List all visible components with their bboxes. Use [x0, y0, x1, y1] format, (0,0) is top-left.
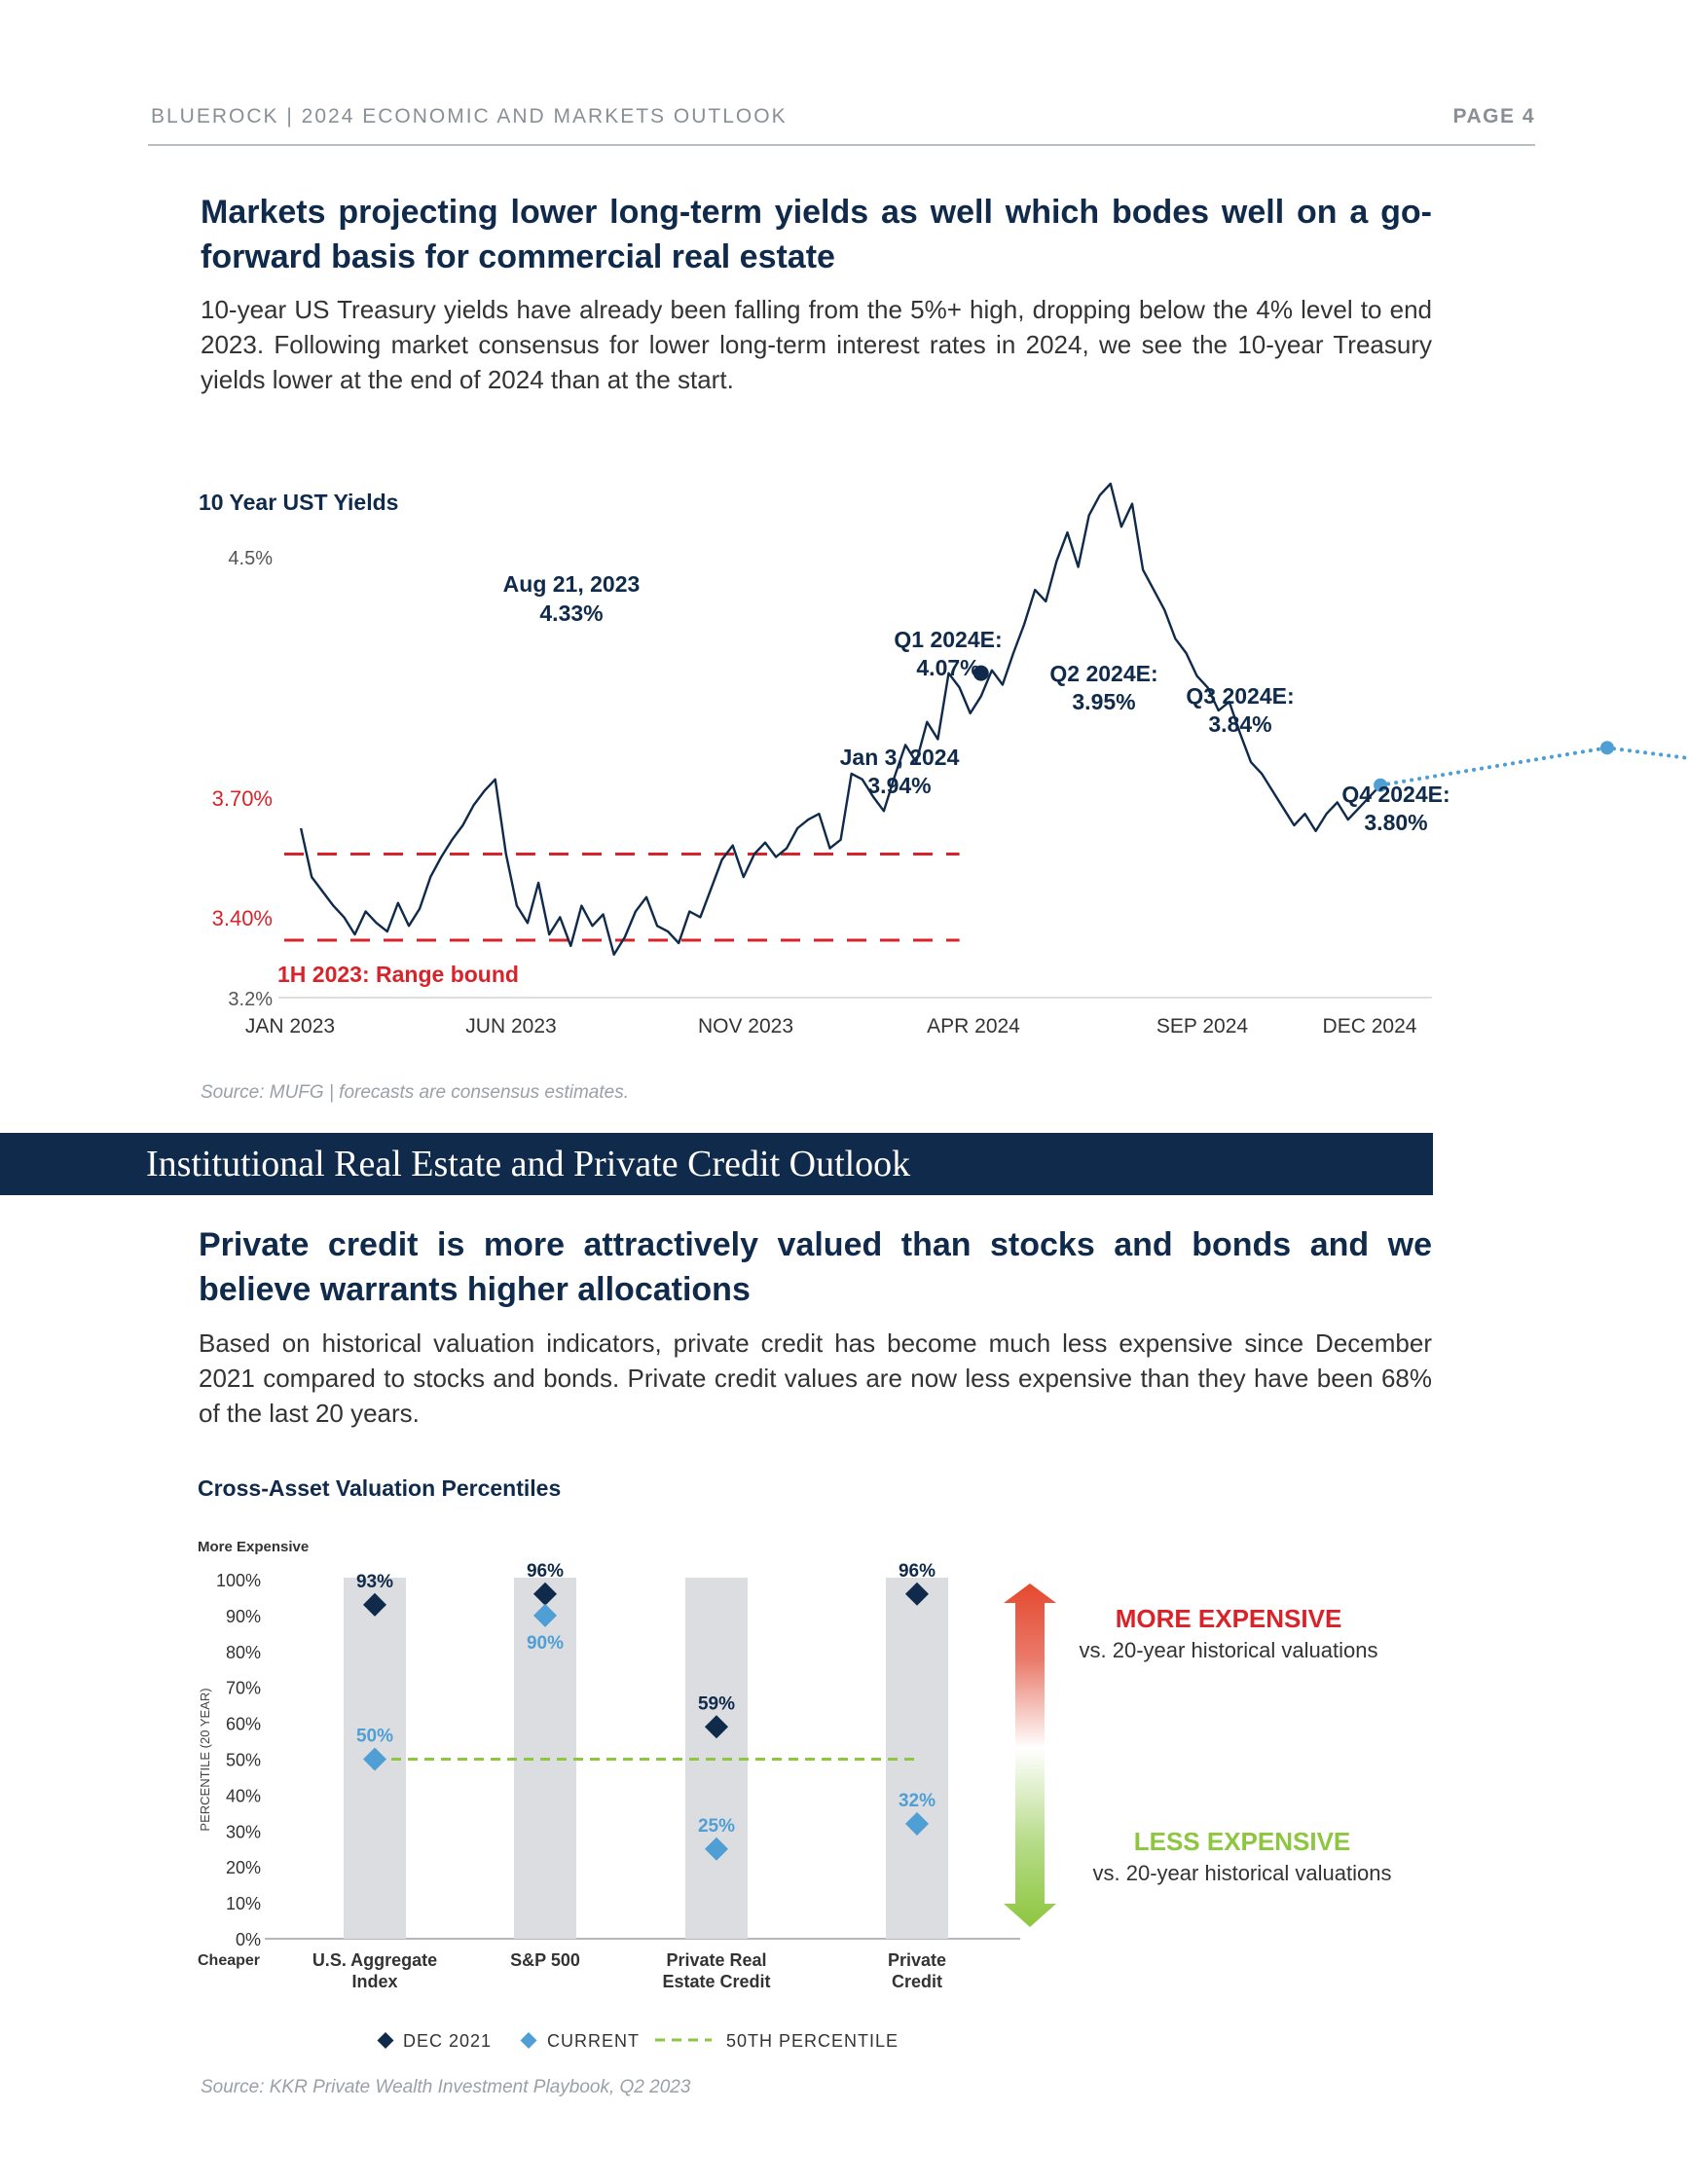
- y-tick-label: 100%: [216, 1571, 261, 1590]
- dec-2021-marker: [532, 1582, 558, 1606]
- section-heading-private-credit: Private credit is more attractively valu…: [199, 1226, 1432, 1308]
- category-label: U.S. Aggregate: [312, 1950, 437, 1970]
- current-value-label: 90%: [527, 1633, 564, 1654]
- y-tick-label: 50%: [226, 1751, 261, 1770]
- top-label: More Expensive: [198, 1539, 309, 1555]
- bottom-label: Cheaper: [198, 1952, 260, 1969]
- current-marker: [904, 1811, 930, 1836]
- x-tick-label: NOV 2023: [698, 1015, 793, 1037]
- y-tick-label: 3.70%: [212, 786, 273, 811]
- y-tick-label: 10%: [226, 1894, 261, 1913]
- category-label: Estate Credit: [662, 1972, 770, 1991]
- forecast-label-q1: Q1 2024E:: [894, 627, 1002, 652]
- category-label: Index: [351, 1972, 397, 1991]
- x-tick-label: JUN 2023: [465, 1015, 556, 1037]
- forecast-label-q3: Q3 2024E:: [1186, 683, 1294, 709]
- y-tick-label: 60%: [226, 1715, 261, 1734]
- annotation-point-aug-2023: [972, 665, 989, 681]
- dec-2021-value-label: 96%: [527, 1561, 564, 1582]
- dec-2021-marker: [362, 1592, 387, 1617]
- x-tick-label: SEP 2024: [1156, 1015, 1249, 1037]
- category-label: S&P 500: [510, 1950, 580, 1970]
- section-body-yields: 10-year US Treasury yields have already …: [201, 295, 1432, 394]
- header-divider: [148, 144, 1535, 146]
- current-marker: [704, 1837, 729, 1861]
- annotation-label: Aug 21, 2023: [503, 571, 641, 597]
- y-tick-label: 3.40%: [212, 906, 273, 930]
- section-banner-title: Institutional Real Estate and Private Cr…: [146, 1144, 911, 1184]
- y-axis-label: PERCENTILE (20 YEAR): [198, 1688, 212, 1831]
- legend-dec-2021: DEC 2021: [403, 2031, 492, 2051]
- category-label: Private: [888, 1950, 946, 1970]
- x-tick-label: APR 2024: [927, 1015, 1020, 1037]
- y-tick-label: 4.5%: [228, 548, 273, 569]
- chart-source-note: Source: MUFG | forecasts are consensus e…: [201, 1082, 629, 1103]
- current-value-label: 50%: [356, 1727, 393, 1747]
- less-expensive-sub: vs. 20-year historical valuations: [1093, 1861, 1392, 1885]
- forecast-label-q2: Q2 2024E:: [1049, 661, 1157, 686]
- valuation-scale-arrow: [1004, 1583, 1056, 1927]
- page-number: PAGE 4: [1452, 105, 1535, 127]
- actual-yield-line: [299, 482, 1381, 956]
- category-label: Credit: [892, 1972, 942, 1991]
- forecast-value-jan: 3.94%: [867, 773, 931, 798]
- range-band-label: 1H 2023: Range bound: [277, 962, 519, 987]
- dec-2021-value-label: 59%: [698, 1693, 735, 1714]
- forecast-label-jan: Jan 3, 2024: [840, 745, 960, 770]
- x-tick-label: JAN 2023: [245, 1015, 335, 1037]
- annotation-value: 4.33%: [539, 601, 603, 626]
- current-value-label: 32%: [899, 1791, 936, 1811]
- dec-2021-marker: [904, 1582, 930, 1606]
- current-marker: [532, 1603, 558, 1627]
- valuation-percentile-chart: Cross-Asset Valuation Percentiles More E…: [198, 1475, 1392, 2051]
- y-tick-label: 20%: [226, 1858, 261, 1877]
- dec-2021-value-label: 96%: [899, 1561, 936, 1582]
- less-expensive-title: LESS EXPENSIVE: [1134, 1827, 1351, 1856]
- forecast-value-q4: 3.80%: [1364, 810, 1427, 835]
- legend-50th-percentile: 50TH PERCENTILE: [726, 2031, 899, 2051]
- forecast-point: [1374, 778, 1388, 792]
- current-marker: [362, 1747, 387, 1771]
- document-header-title: BLUEROCK | 2024 ECONOMIC AND MARKETS OUT…: [151, 105, 788, 127]
- chart-title: Cross-Asset Valuation Percentiles: [198, 1475, 561, 1501]
- chart-source-note: Source: KKR Private Wealth Investment Pl…: [201, 2077, 691, 2097]
- y-tick-label: 0%: [236, 1930, 261, 1949]
- forecast-value-q1: 4.07%: [916, 655, 979, 680]
- x-tick-label: DEC 2024: [1323, 1015, 1417, 1037]
- y-tick-label: 90%: [226, 1607, 261, 1626]
- forecast-value-q2: 3.95%: [1072, 689, 1135, 714]
- chart-title: 10 Year UST Yields: [199, 490, 398, 515]
- dec-2021-marker: [704, 1715, 729, 1739]
- y-tick-label: 70%: [226, 1679, 261, 1698]
- more-expensive-title: MORE EXPENSIVE: [1116, 1604, 1342, 1633]
- category-label: Private Real: [666, 1950, 766, 1970]
- more-expensive-sub: vs. 20-year historical valuations: [1080, 1638, 1378, 1662]
- yield-line-chart: 10 Year UST Yields 4.5% 3.70% 3.40% 3.2%…: [199, 482, 1688, 1037]
- section-body-private-credit: Based on historical valuation indicators…: [199, 1329, 1432, 1428]
- section-banner: [0, 1133, 1433, 1195]
- y-tick-label: 3.2%: [228, 989, 273, 1010]
- y-tick-label: 30%: [226, 1822, 261, 1841]
- y-tick-label: 40%: [226, 1786, 261, 1805]
- legend-current: CURRENT: [547, 2031, 640, 2051]
- y-tick-label: 80%: [226, 1643, 261, 1662]
- current-value-label: 25%: [698, 1816, 735, 1837]
- section-heading-yields: Markets projecting lower long-term yield…: [201, 194, 1432, 275]
- legend-current-icon: [520, 2032, 537, 2049]
- legend-dec-2021-icon: [377, 2032, 394, 2049]
- forecast-value-q3: 3.84%: [1208, 711, 1271, 737]
- forecast-label-q4: Q4 2024E:: [1341, 782, 1449, 807]
- dec-2021-value-label: 93%: [356, 1572, 393, 1592]
- forecast-point: [1599, 741, 1614, 755]
